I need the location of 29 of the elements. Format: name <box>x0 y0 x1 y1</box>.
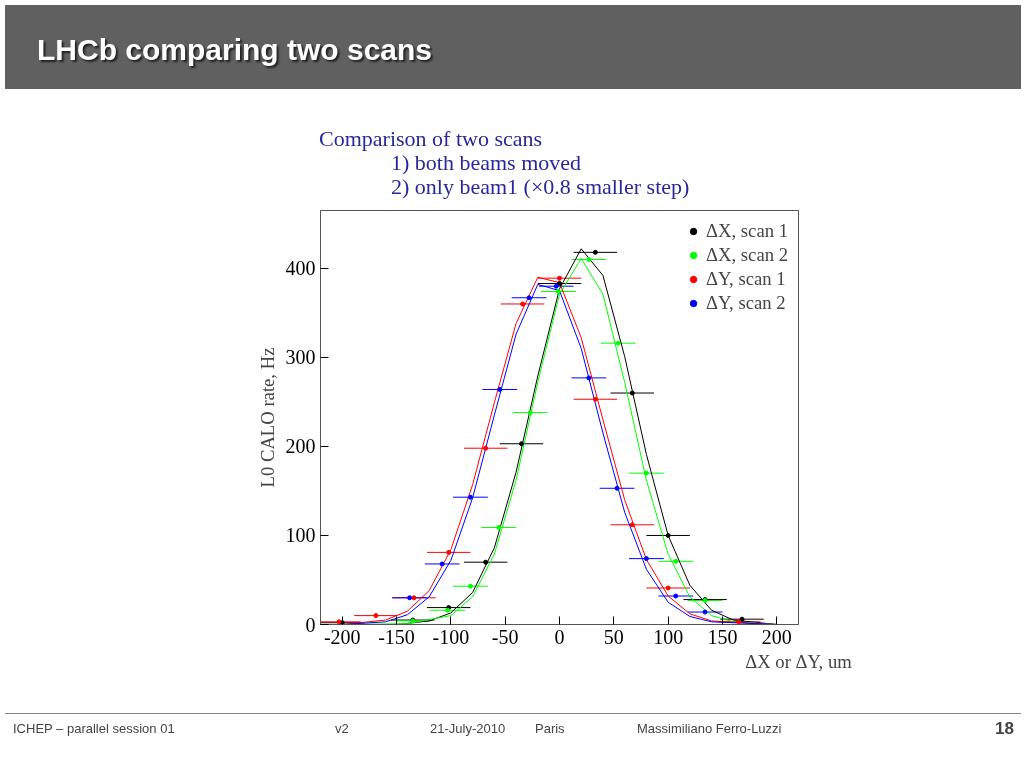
x-tick-label: 0 <box>554 625 565 648</box>
legend-label: ΔY, scan 1 <box>706 268 786 290</box>
x-tick-label: 150 <box>707 625 738 648</box>
x-tick-label: -50 <box>491 625 519 648</box>
chart-subtitle: Comparison of two scans <box>319 126 544 152</box>
text: v2 <box>335 720 349 738</box>
text: 1) both beams moved <box>391 150 583 176</box>
text: Paris <box>535 720 565 738</box>
chart-title: LHCb comparing two scans <box>37 32 433 68</box>
y-tick-label: 200 <box>285 435 316 458</box>
x-axis-title: ΔX or ΔY, um <box>745 650 853 672</box>
legend-label: ΔY, scan 2 <box>706 292 786 314</box>
text: 18 <box>995 718 1014 740</box>
legend-label: ΔX, scan 2 <box>706 244 788 266</box>
legend-label: ΔX, scan 1 <box>706 220 788 242</box>
y-tick-label: 300 <box>285 346 316 369</box>
x-tick-label: -150 <box>378 625 415 648</box>
text: Massimiliano Ferro-Luzzi <box>637 720 782 738</box>
x-tick-label: 200 <box>761 625 792 648</box>
text: 21-July-2010 <box>430 720 506 738</box>
y-axis-title: L0 CALO rate, Hz <box>256 347 278 488</box>
x-tick-label: -200 <box>323 625 361 648</box>
x-tick-label: 50 <box>603 625 624 648</box>
text: ICHEP – parallel session 01 <box>13 720 175 738</box>
text: 2) only beam1 (×0.8 smaller step) <box>390 174 690 200</box>
x-tick-label: 100 <box>653 625 684 648</box>
y-tick-label: 400 <box>285 257 316 280</box>
y-tick-label: 100 <box>285 524 316 547</box>
x-tick-label: -100 <box>432 625 470 648</box>
